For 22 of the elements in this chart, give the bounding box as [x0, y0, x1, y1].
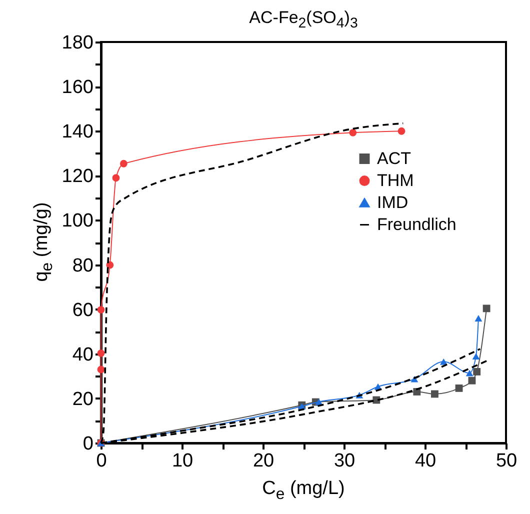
x-axis-title: C$_{e}$ (mg/L): [261, 478, 346, 504]
x-tick-label: 30: [334, 450, 356, 472]
x-tick-label: 20: [252, 450, 274, 472]
y-tick-label: 0: [82, 434, 94, 454]
y-tick-label: 120: [62, 166, 94, 188]
y-tick-label: 80: [72, 255, 94, 276]
legend-label: Freundlich: [377, 214, 456, 234]
y-tick-label: 140: [62, 122, 94, 143]
x-tick-label: 40: [414, 450, 436, 472]
y-tick-label: 100: [62, 210, 94, 232]
legend-label: THM: [377, 170, 414, 190]
y-tick-label: 40: [72, 344, 94, 366]
legend-label: ACT: [377, 148, 411, 168]
y-tick-label: 160: [62, 77, 94, 98]
x-tick-label: 0: [96, 450, 107, 472]
x-tick-label: 50: [496, 450, 518, 472]
y-tick-label: 20: [72, 388, 94, 410]
x-tick-label: 10: [172, 450, 194, 472]
legend-label: IMD: [377, 192, 408, 212]
chart-title: AC-Fe$_{2}$(SO$_{4}$)$_{3}$: [248, 8, 359, 32]
y-tick-label: 180: [62, 32, 94, 54]
y-tick-label: 60: [72, 300, 94, 321]
